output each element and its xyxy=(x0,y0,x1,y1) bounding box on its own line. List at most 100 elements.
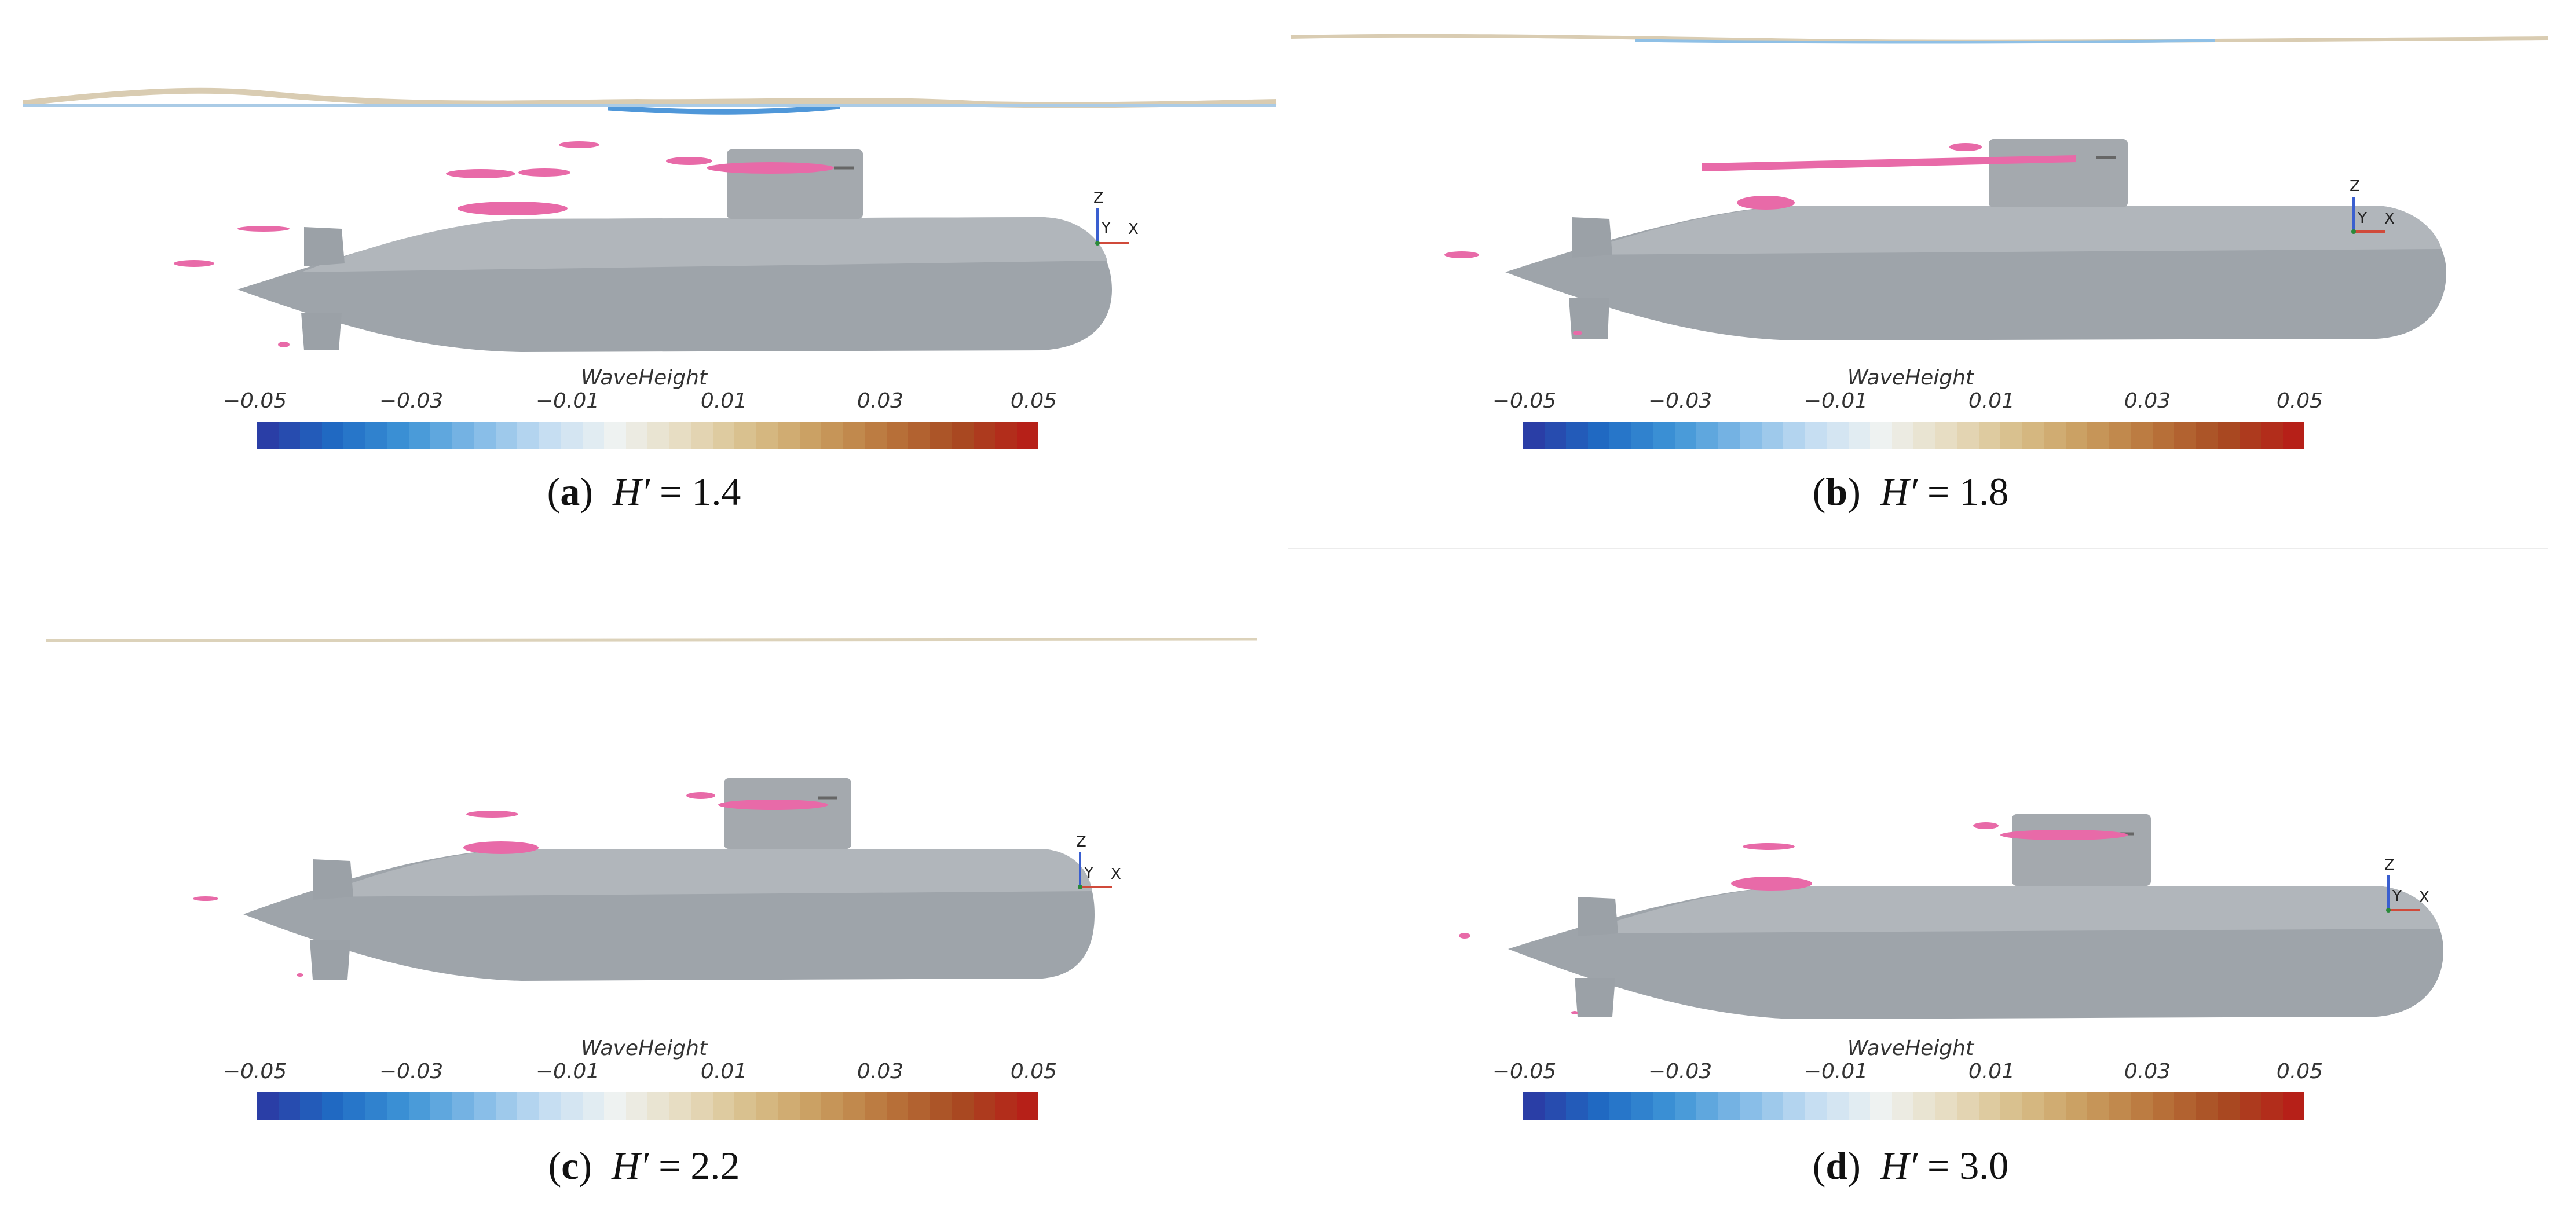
colorbar-tick: 0.01 xyxy=(1968,389,2015,413)
colorbar-tick: 0.05 xyxy=(2276,1060,2323,1083)
colorbar-segment xyxy=(300,1092,322,1120)
colorbar-segment xyxy=(2152,422,2174,449)
colorbar-segment xyxy=(1978,1092,2000,1120)
colorbar-segment xyxy=(495,422,517,449)
colorbar-segment xyxy=(756,422,778,449)
colorbar-segment xyxy=(734,1092,756,1120)
colorbar-tick: −0.05 xyxy=(222,1060,287,1083)
axis-triad: Z Y X xyxy=(2384,856,2429,913)
colorbar-segment xyxy=(2022,1092,2044,1120)
colorbar-tick: −0.05 xyxy=(222,389,287,413)
colorbar-segment xyxy=(539,422,561,449)
colorbar-segment xyxy=(734,422,756,449)
colorbar-segment xyxy=(1913,422,1935,449)
colorbar-segment xyxy=(257,1092,279,1120)
colorbar-segment xyxy=(625,422,647,449)
colorbar-segment xyxy=(430,1092,452,1120)
colorbar-tick: −0.01 xyxy=(1803,1060,1868,1083)
colorbar-segment xyxy=(1544,422,1566,449)
colorbar-segment xyxy=(517,1092,539,1120)
colorbar-segment xyxy=(995,1092,1017,1120)
colorbar-segment xyxy=(408,1092,430,1120)
colorbar-segment xyxy=(495,1092,517,1120)
colorbar-segment xyxy=(1631,422,1653,449)
submarine-hull xyxy=(237,149,1112,352)
colorbar-tick: 0.03 xyxy=(2124,389,2171,413)
colorbar-segment xyxy=(647,422,669,449)
colorbar-segment xyxy=(452,1092,474,1120)
colorbar-segment xyxy=(908,1092,930,1120)
colorbar-segment xyxy=(2022,422,2044,449)
colorbar-segment xyxy=(2109,422,2131,449)
colorbar-segment xyxy=(2174,1092,2196,1120)
colorbar-segment xyxy=(1631,1092,1653,1120)
colorbar-title: WaveHeight xyxy=(1847,1036,1974,1060)
svg-text:X: X xyxy=(2384,210,2395,228)
colorbar-segment xyxy=(1827,1092,1849,1120)
colorbar-segment xyxy=(1913,1092,1935,1120)
colorbar-segment xyxy=(995,422,1017,449)
colorbar-segment xyxy=(604,422,626,449)
colorbar-title: WaveHeight xyxy=(580,366,708,390)
colorbar xyxy=(1523,422,2304,449)
colorbar-segment xyxy=(452,422,474,449)
svg-text:X: X xyxy=(2419,889,2429,906)
colorbar-segment xyxy=(1827,422,1849,449)
colorbar-segment xyxy=(973,422,995,449)
caption-d: (d) H′ = 3.0 xyxy=(1812,1144,2009,1188)
colorbar-segment xyxy=(408,422,430,449)
colorbar-segment xyxy=(257,422,279,449)
colorbar-segment xyxy=(300,422,322,449)
colorbar-segment xyxy=(387,422,409,449)
colorbar-segment xyxy=(952,1092,974,1120)
colorbar-segment xyxy=(2152,1092,2174,1120)
colorbar-segment xyxy=(1609,1092,1631,1120)
colorbar-tick: −0.05 xyxy=(1492,1060,1557,1083)
colorbar-tick: −0.01 xyxy=(535,389,600,413)
colorbar-segment xyxy=(1978,422,2000,449)
colorbar-tick: 0.05 xyxy=(2276,389,2323,413)
colorbar-segment xyxy=(1957,1092,1979,1120)
colorbar-tick: 0.01 xyxy=(700,389,748,413)
colorbar-segment xyxy=(2065,422,2087,449)
colorbar-segment xyxy=(2131,422,2153,449)
colorbar-segment xyxy=(1674,1092,1696,1120)
colorbar-segment xyxy=(1016,1092,1038,1120)
vortex-isosurfaces xyxy=(1459,822,2128,1014)
colorbar-segment xyxy=(517,422,539,449)
colorbar-segment xyxy=(691,422,713,449)
colorbar-segment xyxy=(343,422,365,449)
colorbar-segment xyxy=(2000,422,2022,449)
colorbar-segment xyxy=(821,422,843,449)
colorbar-tick: 0.01 xyxy=(1968,1060,2015,1083)
colorbar-segment xyxy=(1587,422,1609,449)
colorbar-segment xyxy=(2239,422,2261,449)
colorbar-tick: 0.01 xyxy=(700,1060,748,1083)
svg-text:Y: Y xyxy=(2392,888,2402,905)
colorbar-segment xyxy=(2087,1092,2109,1120)
colorbar-segment xyxy=(430,422,452,449)
colorbar-segment xyxy=(712,422,734,449)
colorbar-segment xyxy=(756,1092,778,1120)
wave-surface-a: Z Y X xyxy=(23,87,1277,352)
colorbar-segment xyxy=(799,1092,821,1120)
colorbar-segment xyxy=(2044,1092,2066,1120)
colorbar-segment xyxy=(930,422,952,449)
colorbar-segment xyxy=(2196,422,2218,449)
colorbar-segment xyxy=(582,1092,604,1120)
colorbar-segment xyxy=(691,1092,713,1120)
panel-b: Z Y X WaveHeight −0.05 −0.03 −0.01 0.01 … xyxy=(1288,0,2576,604)
axis-triad: Z Y X xyxy=(2350,178,2395,234)
colorbar-segment xyxy=(1544,1092,1566,1120)
colorbar-segment xyxy=(2282,422,2304,449)
colorbar-segment xyxy=(2282,1092,2304,1120)
vortex-isosurfaces xyxy=(174,141,834,347)
colorbar-segment xyxy=(625,1092,647,1120)
colorbar-segment xyxy=(821,1092,843,1120)
vortex-isosurfaces xyxy=(193,792,828,977)
caption-c: (c) H′ = 2.2 xyxy=(548,1144,740,1188)
colorbar-segment xyxy=(1587,1092,1609,1120)
colorbar-tick: −0.05 xyxy=(1492,389,1557,413)
colorbar-tick: −0.03 xyxy=(1648,389,1713,413)
svg-text:Y: Y xyxy=(1084,864,1093,882)
